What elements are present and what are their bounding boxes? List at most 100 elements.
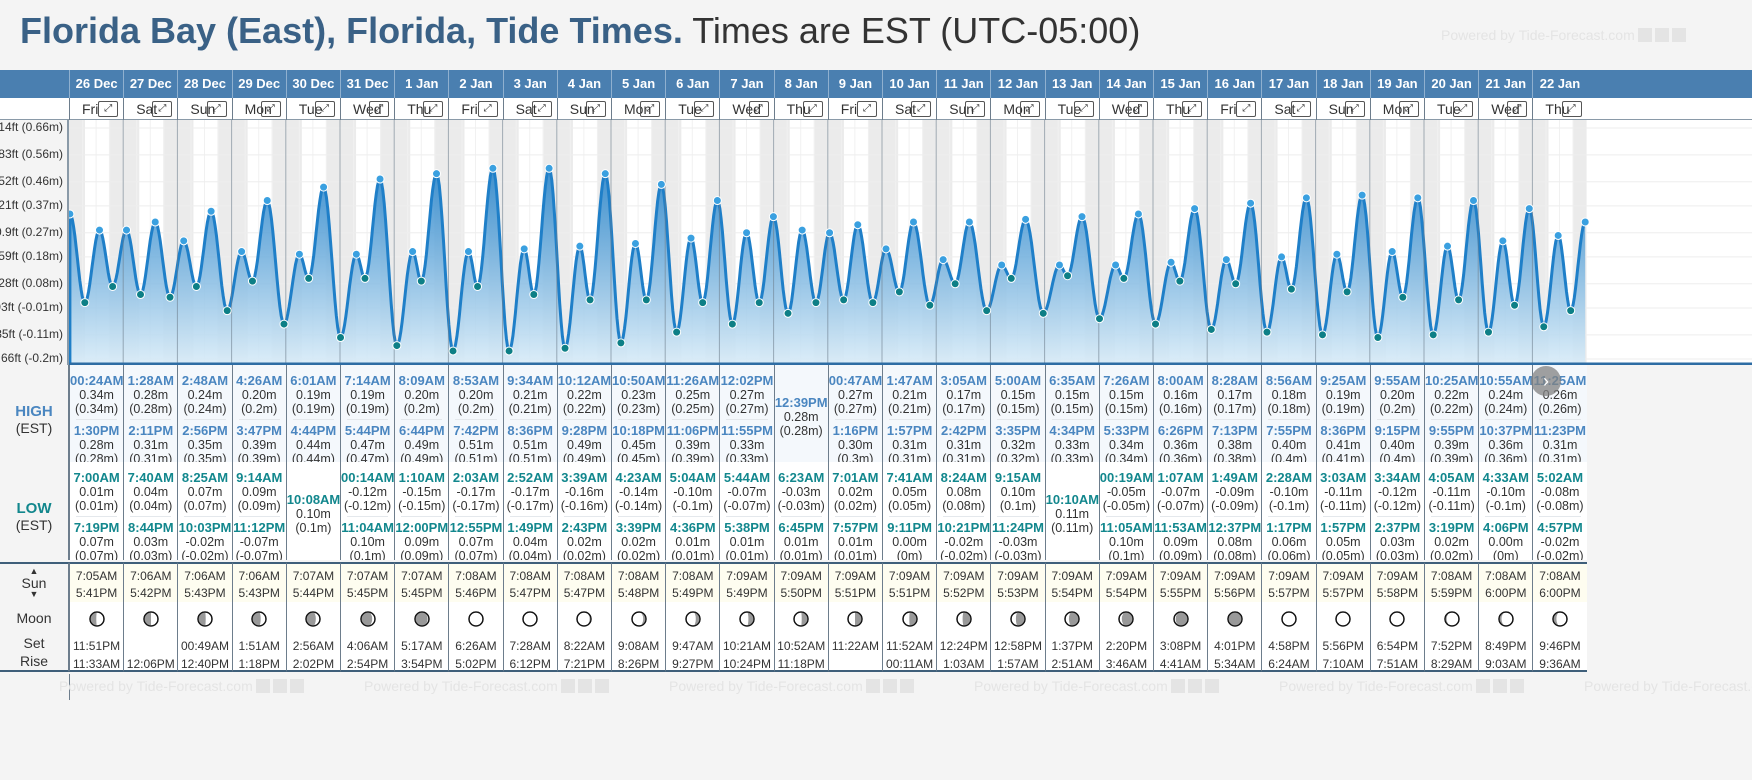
sun-cell: 7:09AM 5:54PM — [1044, 562, 1099, 602]
expand-day-button[interactable]: ⤢ — [748, 101, 769, 117]
expand-day-button[interactable]: ⤢ — [477, 101, 498, 117]
moon-phase-icon — [414, 611, 430, 627]
moonrise-time: 8:26PM — [617, 657, 660, 671]
beacon-logo-icon — [899, 679, 914, 693]
tide-height: 0.32m — [1000, 438, 1036, 452]
expand-day-button[interactable]: ⤢ — [1561, 101, 1582, 117]
moonset-time: 8:49PM — [1485, 639, 1527, 653]
expand-day-button[interactable]: ⤢ — [1290, 101, 1311, 117]
low-tide-marker — [1398, 292, 1408, 302]
expand-day-button[interactable]: ⤢ — [856, 101, 877, 117]
tide-time: 00:19AM — [1099, 470, 1153, 485]
sunset-time: 5:54PM — [1105, 586, 1148, 600]
expand-day-button[interactable]: ⤢ — [640, 101, 661, 117]
tide-height: 0.34m — [79, 388, 114, 402]
low-tide-cell: 4:33AM -0.10m (-0.1m) 4:06PM 0.00m (0m) — [1478, 462, 1533, 560]
cell-divider — [1322, 516, 1364, 517]
high-tide-entry: 9:34AM 0.21m (0.21m) — [504, 373, 557, 416]
high-tide-marker — [94, 225, 104, 235]
expand-day-button[interactable]: ⤢ — [98, 101, 119, 117]
cell-divider — [834, 419, 876, 420]
high-tide-cell: 7:26AM 0.15m (0.15m) 5:33PM 0.34m (0.34m) — [1098, 365, 1153, 462]
low-tide-cell: 8:24AM 0.08m (0.08m) 10:21PM -0.02m (-0.02m) — [936, 462, 991, 560]
sunrise-time: 7:09AM — [780, 569, 822, 583]
expand-day-button[interactable]: ⤢ — [423, 101, 444, 117]
sunrise-time: 7:09AM — [1105, 569, 1148, 583]
moonset-time: 5:17AM — [401, 639, 443, 653]
tide-height-alt: (0.49m) — [400, 452, 444, 462]
expand-day-button[interactable]: ⤢ — [1127, 101, 1148, 117]
moon-phase-icon — [251, 611, 267, 627]
moon-cell: 11:22AM — [827, 602, 882, 672]
sunrise-time: 7:08AM — [617, 569, 660, 583]
sunset-time: 5:58PM — [1376, 586, 1419, 600]
expand-day-button[interactable]: ⤢ — [1019, 101, 1040, 117]
expand-day-button[interactable]: ⤢ — [694, 101, 715, 117]
tide-height: 0.02m — [838, 485, 873, 499]
high-tide-entry: 5:33PM 0.34m (0.34m) — [1100, 423, 1153, 462]
moon-cell: 11:51PM 11:33AM — [69, 602, 124, 672]
high-tide-entry: 11:26AM 0.25m (0.25m) — [666, 373, 719, 416]
expand-day-button[interactable]: ⤢ — [965, 101, 986, 117]
expand-day-button[interactable]: ⤢ — [1453, 101, 1474, 117]
expand-day-button[interactable]: ⤢ — [1236, 101, 1257, 117]
expand-day-button[interactable]: ⤢ — [1182, 101, 1203, 117]
low-tide-marker — [1119, 273, 1129, 283]
tide-height-alt: (0.03m) — [1375, 549, 1419, 560]
tide-height-alt: (0.27m) — [833, 402, 877, 416]
tide-time: 00:14AM — [341, 470, 395, 485]
sunrise-time: 7:08AM — [1539, 569, 1581, 583]
low-tide-entry: 1:57PM 0.05m (0.05m) — [1317, 520, 1370, 560]
weekday-label: Sat — [515, 101, 537, 117]
tide-height: 0.39m — [675, 438, 711, 452]
tide-height: 0.20m — [241, 388, 277, 402]
tide-time: 12:39PM — [774, 395, 828, 410]
date-header: 6 Jan — [665, 70, 719, 98]
expand-day-button[interactable]: ⤢ — [1398, 101, 1419, 117]
high-tide-entry: 8:09AM 0.20m (0.2m) — [395, 373, 448, 416]
low-tide-marker — [1151, 319, 1161, 329]
expand-day-button[interactable]: ⤢ — [1507, 101, 1528, 117]
tide-height: 0.36m — [1488, 438, 1524, 452]
tide-time: 6:44PM — [399, 423, 445, 438]
expand-day-button[interactable]: ⤢ — [206, 101, 227, 117]
tide-height: 0.09m — [241, 485, 277, 499]
high-tide-entry: 4:34PM 0.33m (0.33m) — [1046, 423, 1099, 462]
expand-day-button[interactable]: ⤢ — [152, 101, 173, 117]
sun-cell: 7:09AM 5:49PM — [719, 562, 774, 602]
expand-day-button[interactable]: ⤢ — [531, 101, 552, 117]
sunset-time: 5:47PM — [563, 586, 606, 600]
moon-rise-label: Rise — [19, 653, 48, 669]
expand-day-button[interactable]: ⤢ — [369, 101, 390, 117]
tide-time: 10:03PM — [178, 520, 232, 535]
high-tide-marker — [1498, 236, 1508, 246]
high-tide-marker — [1054, 260, 1064, 270]
weekday-label: Mon — [1003, 101, 1031, 117]
moonrise-time: 8:29AM — [1430, 657, 1473, 671]
high-tide-entry: 10:55AM 0.24m (0.24m) — [1479, 373, 1532, 416]
weekday-header: Mon ⤢ — [231, 98, 286, 120]
high-tide-entry: 00:47AM 0.27m (0.27m) — [829, 373, 882, 416]
expand-day-button[interactable]: ⤢ — [585, 101, 606, 117]
moon-phase-icon — [1118, 611, 1135, 627]
tide-time: 11:12PM — [233, 520, 286, 535]
high-tide-entry: 11:06PM 0.39m (0.39m) — [666, 423, 719, 462]
expand-day-button[interactable]: ⤢ — [314, 101, 335, 117]
expand-day-button[interactable]: ⤢ — [1073, 101, 1094, 117]
expand-day-button[interactable]: ⤢ — [911, 101, 932, 117]
low-tide-entry: 6:45PM 0.01m (0.01m) — [775, 520, 828, 560]
moon-cell: 12:58PM 1:57AM — [990, 602, 1045, 672]
low-tide-cell: 10:08AM 0.10m (0.1m) — [285, 462, 340, 560]
expand-day-button[interactable]: ⤢ — [260, 101, 281, 117]
weekday-label: Mon — [624, 101, 652, 117]
expand-day-button[interactable]: ⤢ — [1344, 101, 1365, 117]
moon-phase-icon — [522, 611, 538, 627]
next-page-button[interactable]: › — [1531, 366, 1561, 396]
low-tide-cell: 1:10AM -0.15m (-0.15m) 12:00PM 0.09m (0.09m) — [394, 462, 449, 560]
arrow-logo-icon — [1654, 28, 1669, 42]
tide-time: 1:16PM — [832, 423, 879, 438]
moon-cell: 8:49PM 9:03AM — [1478, 602, 1533, 672]
moonset-time: 2:56AM — [292, 639, 335, 653]
tide-time: 8:28AM — [1211, 373, 1258, 388]
expand-day-button[interactable]: ⤢ — [802, 101, 823, 117]
